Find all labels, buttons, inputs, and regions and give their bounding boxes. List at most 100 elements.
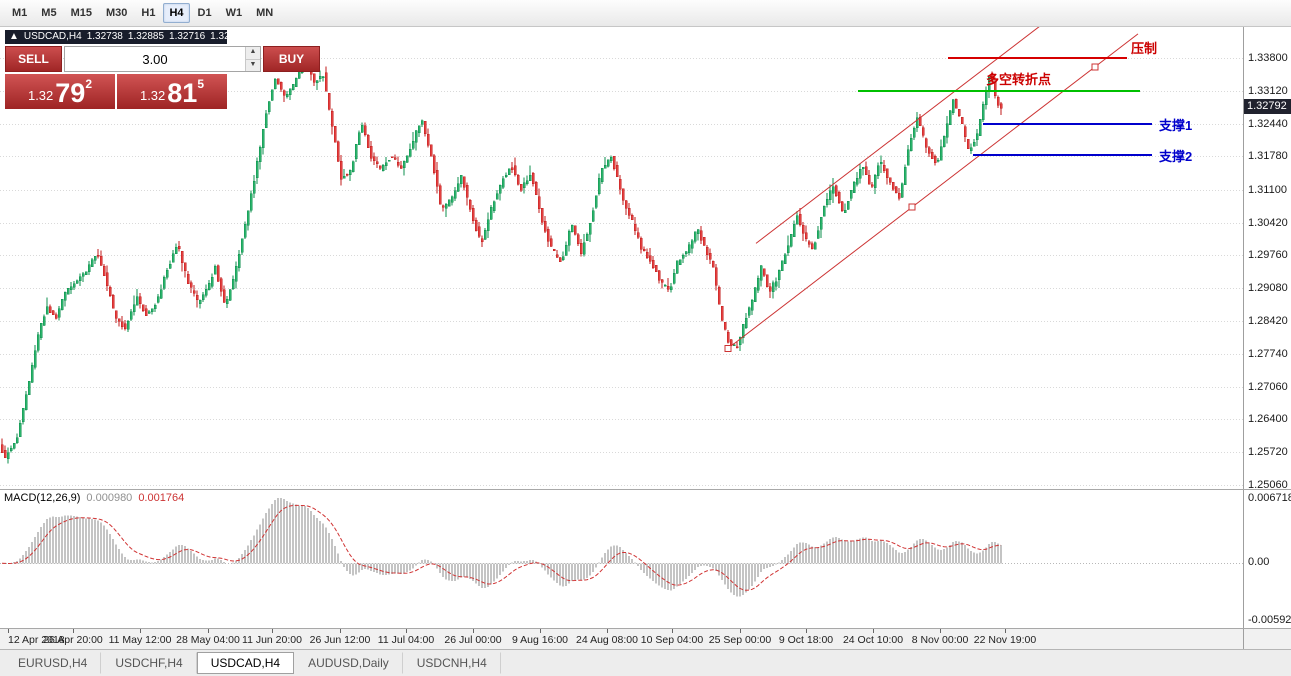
resistance-label[interactable]: 压制 <box>1131 40 1158 56</box>
price-axis[interactable]: 1.32792 1.33800 1.33120 1.32440 1.31780 1.31… <box>1243 27 1291 491</box>
time-tick <box>8 629 9 633</box>
support1-label[interactable]: 支撑1 <box>1159 117 1193 133</box>
time-tick <box>940 629 941 633</box>
price-grid <box>0 58 1243 486</box>
time-tick <box>73 629 74 633</box>
price-axis-label: 1.30420 <box>1248 216 1288 229</box>
price-axis-label: 1.31100 <box>1248 183 1287 196</box>
timeframe-button-m1[interactable]: M1 <box>6 3 33 23</box>
time-tick <box>208 629 209 633</box>
time-axis-label: 11 Jul 04:00 <box>377 634 435 646</box>
chart-symbol-header[interactable]: ▲ USDCAD,H4 1.32738 1.32885 1.32716 1.32… <box>5 30 227 44</box>
time-axis-label: 28 May 04:00 <box>176 634 240 646</box>
macd-signal-line <box>1 504 1002 591</box>
price-axis-label: 1.29080 <box>1248 282 1288 295</box>
volume-input[interactable] <box>65 47 245 71</box>
sell-price-base: 1.32 <box>27 88 54 103</box>
price-axis-label: 1.29760 <box>1248 249 1288 262</box>
buy-button[interactable]: BUY <box>263 46 320 72</box>
trendline-handle[interactable] <box>1091 63 1099 71</box>
price-axis-label: 1.31780 <box>1248 150 1288 163</box>
trendline-handle[interactable] <box>908 203 916 211</box>
trendline-handle[interactable] <box>724 344 732 352</box>
chart-tab-audusd-daily[interactable]: AUDUSD,Daily <box>294 652 403 674</box>
price-axis-label: 1.26400 <box>1248 413 1288 426</box>
candles <box>0 47 1003 464</box>
timeframe-button-d1[interactable]: D1 <box>192 3 218 23</box>
price-axis-label: 1.25720 <box>1248 446 1288 459</box>
time-tick <box>607 629 608 633</box>
time-axis-label: 26 Jun 12:00 <box>309 634 371 646</box>
time-axis-separator <box>0 628 1291 629</box>
macd-pane[interactable]: MACD(12,26,9) 0.000980 0.001764 <box>0 490 1243 628</box>
time-axis-label: 11 May 12:00 <box>108 634 172 646</box>
chart-tab-usdcad-h4[interactable]: USDCAD,H4 <box>196 652 295 674</box>
macd-axis-bottom: -0.005925 <box>1248 614 1291 626</box>
time-axis[interactable]: 12 Apr 2018 26 Apr 20:00 11 May 12:00 28 Ma… <box>0 629 1243 649</box>
collapse-triangle-icon[interactable]: ▲ <box>9 31 19 42</box>
time-tick <box>672 629 673 633</box>
time-axis-label: 25 Sep 00:00 <box>708 634 772 646</box>
bid-ask-display: 1.32 79 2 1.32 81 5 <box>5 74 227 109</box>
macd-histogram <box>4 498 1002 597</box>
pane-splitter[interactable] <box>0 489 1291 490</box>
chart-tabs-bar: EURUSD,H4 USDCHF,H4 USDCAD,H4 AUDUSD,Daily U… <box>0 649 1291 676</box>
time-tick <box>473 629 474 633</box>
time-tick <box>1005 629 1006 633</box>
current-price-tag: 1.32792 <box>1244 98 1291 114</box>
timeframe-button-mn[interactable]: MN <box>250 3 279 23</box>
pivot-label[interactable]: 多空转折点 <box>986 71 1052 87</box>
chart-tab-usdcnh-h4[interactable]: USDCNH,H4 <box>403 652 501 674</box>
volume-down-icon[interactable]: ▼ <box>246 59 260 71</box>
time-tick <box>740 629 741 633</box>
ohlc-close: 1.32792 <box>210 31 227 42</box>
volume-field[interactable]: ▲ ▼ <box>64 46 261 72</box>
support2-label[interactable]: 支撑2 <box>1159 149 1193 165</box>
buy-price-pip: 5 <box>197 77 205 91</box>
time-tick <box>873 629 874 633</box>
macd-axis[interactable]: 0.006718 0.00 -0.005925 <box>1243 490 1291 628</box>
buy-price-display[interactable]: 1.32 81 5 <box>117 74 227 109</box>
timeframe-button-m30[interactable]: M30 <box>100 3 133 23</box>
time-axis-label: 8 Nov 00:00 <box>911 634 969 646</box>
time-axis-label: 9 Aug 16:00 <box>511 634 569 646</box>
price-chart-pane[interactable]: ▲ USDCAD,H4 1.32738 1.32885 1.32716 1.32… <box>0 27 1243 489</box>
price-axis-label: 1.27060 <box>1248 380 1288 393</box>
macd-signal-value: 0.001764 <box>138 492 185 504</box>
chart-tab-usdchf-h4[interactable]: USDCHF,H4 <box>101 652 197 674</box>
time-axis-label: 22 Nov 19:00 <box>973 634 1037 646</box>
macd-canvas[interactable] <box>0 490 1243 628</box>
one-click-trading-panel: ▲ USDCAD,H4 1.32738 1.32885 1.32716 1.32… <box>5 30 320 109</box>
ohlc-low: 1.32716 <box>169 31 206 42</box>
price-axis-label: 1.32440 <box>1248 118 1288 131</box>
time-axis-label: 9 Oct 18:00 <box>778 634 834 646</box>
volume-up-icon[interactable]: ▲ <box>246 47 260 60</box>
timeframe-button-m5[interactable]: M5 <box>35 3 62 23</box>
time-tick <box>340 629 341 633</box>
timeframe-button-w1[interactable]: W1 <box>220 3 249 23</box>
price-axis-label: 1.33120 <box>1248 84 1288 97</box>
price-axis-label: 1.28420 <box>1248 314 1288 327</box>
price-chart-canvas[interactable] <box>0 27 1243 489</box>
macd-axis-zero: 0.00 <box>1248 556 1270 569</box>
timeframe-button-h4[interactable]: H4 <box>163 3 190 23</box>
timeframe-button-m15[interactable]: M15 <box>65 3 98 23</box>
time-axis-label: 12 Apr 2018 <box>8 634 65 646</box>
ohlc-open: 1.32738 <box>86 31 123 42</box>
sell-button[interactable]: SELL <box>5 46 62 72</box>
volume-spinner[interactable]: ▲ ▼ <box>245 47 260 71</box>
time-axis-label: 24 Oct 10:00 <box>842 634 904 646</box>
time-tick <box>272 629 273 633</box>
chart-tab-eurusd-h4[interactable]: EURUSD,H4 <box>4 652 102 674</box>
sell-price-display[interactable]: 1.32 79 2 <box>5 74 115 109</box>
time-tick <box>540 629 541 633</box>
trend-channel-lines[interactable] <box>724 27 1139 352</box>
sell-price-big: 79 <box>55 78 86 108</box>
time-tick <box>406 629 407 633</box>
ohlc-high: 1.32885 <box>127 31 165 42</box>
price-axis-label: 1.33800 <box>1248 51 1288 64</box>
trade-controls: SELL ▲ ▼ BUY <box>5 46 320 72</box>
timeframe-button-h1[interactable]: H1 <box>135 3 161 23</box>
price-axis-label: 1.27740 <box>1248 347 1288 360</box>
